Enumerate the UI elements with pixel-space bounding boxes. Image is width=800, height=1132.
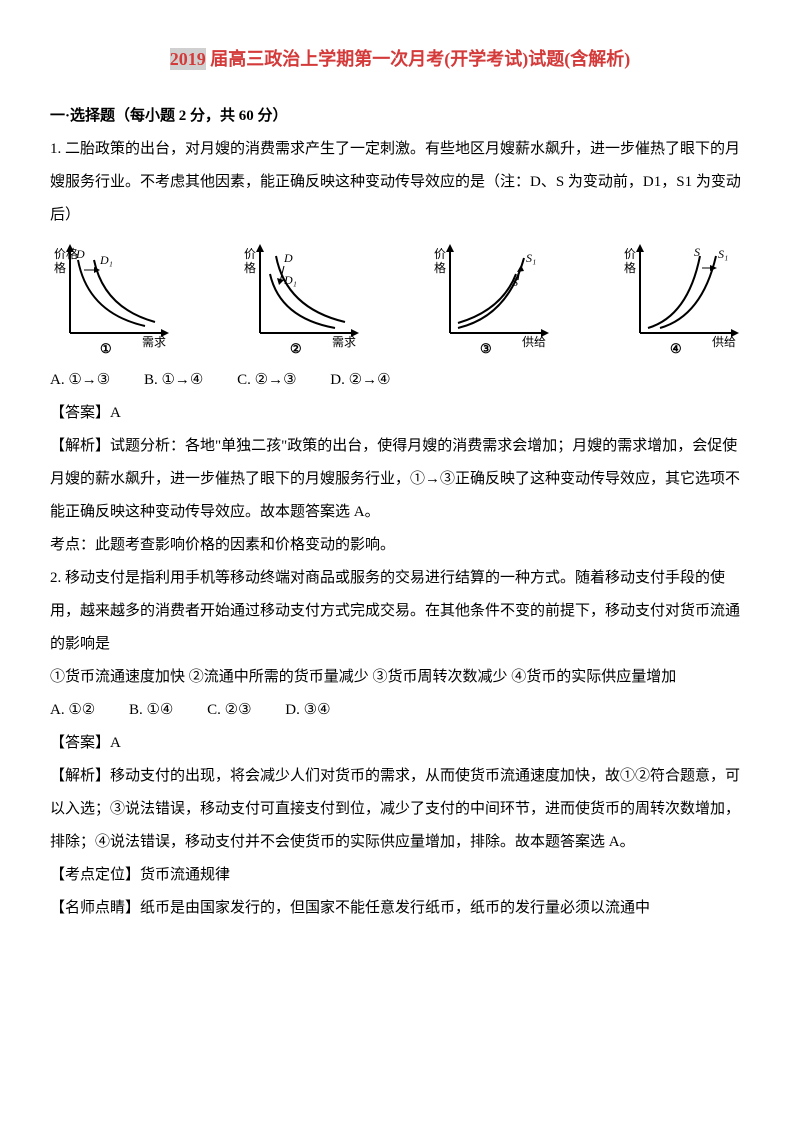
chart-4: 价 格 S S₁ 供给 ④ [620, 238, 750, 358]
q2-opt-d: D. ③④ [285, 702, 330, 718]
q1-options: A. ①→③ B. ①→④ C. ②→③ D. ②→④ [50, 364, 750, 397]
svg-text:S₁: S₁ [718, 247, 728, 261]
q1-answer: 【答案】A [50, 397, 750, 430]
svg-text:④: ④ [670, 341, 682, 356]
svg-text:②: ② [290, 341, 302, 356]
svg-text:价格: 价格 [54, 246, 78, 261]
svg-text:①: ① [100, 341, 112, 356]
chart-2: 价 格 D D₁ 需求 ② [240, 238, 370, 358]
svg-text:S₁: S₁ [526, 251, 536, 265]
q2-analysis: 【解析】移动支付的出现，将会减少人们对货币的需求，从而使货币流通速度加快，故①②… [50, 760, 750, 859]
svg-text:价: 价 [244, 247, 256, 261]
svg-text:价: 价 [624, 247, 636, 261]
q2-mingshi: 【名师点睛】纸币是由国家发行的，但国家不能任意发行纸币，纸币的发行量必须以流通中 [50, 892, 750, 925]
svg-text:D₁: D₁ [283, 273, 297, 287]
q1-opt-b: B. ①→④ [144, 372, 203, 388]
svg-text:格: 格 [244, 260, 256, 275]
q2-kaodian: 【考点定位】货币流通规律 [50, 859, 750, 892]
svg-text:供给: 供给 [712, 335, 736, 349]
chart-3: 价 格 S S₁ 供给 ③ [430, 238, 560, 358]
section-heading: 一·选择题（每小题 2 分，共 60 分） [50, 100, 750, 133]
chart-1: 价格 格 D D₁ 需求 ① [50, 238, 180, 358]
svg-text:S: S [512, 275, 518, 289]
q1-opt-a: A. ①→③ [50, 372, 110, 388]
svg-text:格: 格 [434, 260, 446, 275]
q1-opt-c: C. ②→③ [237, 372, 296, 388]
svg-text:③: ③ [480, 341, 492, 356]
q2-opt-c: C. ②③ [207, 702, 251, 718]
svg-text:D: D [283, 251, 293, 265]
q1-opt-d: D. ②→④ [330, 372, 390, 388]
q2-opt-a: A. ①② [50, 702, 95, 718]
q1-stem: 1. 二胎政策的出台，对月嫂的消费需求产生了一定刺激。有些地区月嫂薪水飙升，进一… [50, 133, 750, 232]
svg-text:格: 格 [624, 260, 636, 275]
q1-kaodian: 考点：此题考查影响价格的因素和价格变动的影响。 [50, 529, 750, 562]
q1-analysis: 【解析】试题分析：各地"单独二孩"政策的出台，使得月嫂的消费需求会增加；月嫂的需… [50, 430, 750, 529]
svg-text:格: 格 [54, 260, 66, 275]
title-rest: 届高三政治上学期第一次月考(开学考试)试题(含解析) [206, 49, 630, 69]
chart-row: 价格 格 D D₁ 需求 ① 价 格 D D₁ 需求 ② [50, 238, 750, 358]
svg-text:D₁: D₁ [99, 253, 113, 267]
q2-opt-b: B. ①④ [129, 702, 173, 718]
svg-text:供给: 供给 [522, 335, 546, 349]
svg-text:需求: 需求 [332, 335, 356, 349]
svg-text:价: 价 [434, 247, 446, 261]
q2-stem: 2. 移动支付是指利用手机等移动终端对商品或服务的交易进行结算的一种方式。随着移… [50, 562, 750, 661]
q2-items: ①货币流通速度加快 ②流通中所需的货币量减少 ③货币周转次数减少 ④货币的实际供… [50, 661, 750, 694]
page-title: 2019 届高三政治上学期第一次月考(开学考试)试题(含解析) [50, 40, 750, 80]
title-highlight: 2019 [170, 48, 206, 70]
q2-answer: 【答案】A [50, 727, 750, 760]
svg-text:D: D [75, 247, 85, 261]
svg-text:需求: 需求 [142, 335, 166, 349]
q2-options: A. ①② B. ①④ C. ②③ D. ③④ [50, 694, 750, 727]
svg-text:S: S [694, 245, 700, 259]
